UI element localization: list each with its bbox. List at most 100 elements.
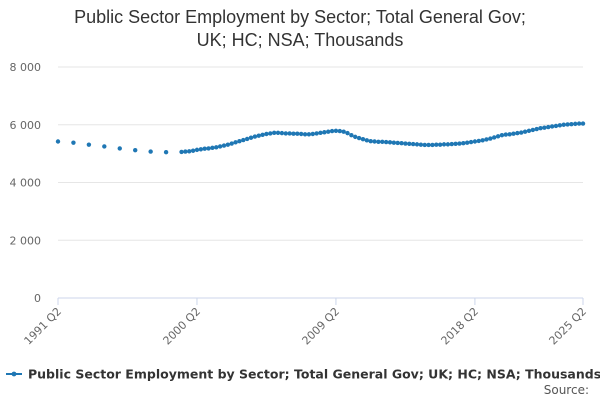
data-point[interactable] xyxy=(337,128,342,134)
data-point[interactable] xyxy=(322,130,327,135)
data-point[interactable] xyxy=(198,147,204,152)
data-point[interactable] xyxy=(210,145,215,151)
data-point[interactable] xyxy=(206,146,211,151)
data-point[interactable] xyxy=(434,142,439,147)
data-point[interactable] xyxy=(183,149,188,154)
data-point[interactable] xyxy=(553,123,559,129)
data-point[interactable] xyxy=(495,134,501,139)
data-point[interactable] xyxy=(418,142,424,147)
data-point[interactable] xyxy=(102,144,107,149)
data-point[interactable] xyxy=(287,131,292,136)
data-point[interactable] xyxy=(345,130,350,136)
data-point[interactable] xyxy=(445,142,451,147)
data-point[interactable] xyxy=(306,132,312,137)
data-point[interactable] xyxy=(271,130,277,136)
data-point[interactable] xyxy=(233,140,238,145)
data-point[interactable] xyxy=(480,138,485,143)
data-point[interactable] xyxy=(264,131,269,137)
data-point[interactable] xyxy=(426,142,431,148)
data-point[interactable] xyxy=(194,147,200,153)
data-point[interactable] xyxy=(179,149,184,155)
data-point[interactable] xyxy=(260,132,265,138)
data-point[interactable] xyxy=(576,121,582,126)
data-point[interactable] xyxy=(241,137,246,143)
data-point[interactable] xyxy=(221,143,227,148)
data-point[interactable] xyxy=(349,132,354,138)
data-point[interactable] xyxy=(546,124,551,130)
data-point[interactable] xyxy=(542,125,547,130)
data-point[interactable] xyxy=(414,142,420,147)
data-point[interactable] xyxy=(237,139,242,144)
data-point[interactable] xyxy=(503,132,508,137)
data-point[interactable] xyxy=(148,149,153,154)
data-point[interactable] xyxy=(472,139,478,144)
data-point[interactable] xyxy=(430,142,435,148)
data-point[interactable] xyxy=(364,138,370,143)
data-point[interactable] xyxy=(569,121,574,127)
data-point[interactable] xyxy=(488,136,493,141)
data-point[interactable] xyxy=(507,132,512,137)
data-point[interactable] xyxy=(275,130,281,136)
data-point[interactable] xyxy=(310,131,315,137)
data-point[interactable] xyxy=(217,144,223,149)
data-point[interactable] xyxy=(314,131,319,136)
data-point[interactable] xyxy=(573,121,578,127)
data-point[interactable] xyxy=(244,136,250,142)
data-point[interactable] xyxy=(534,126,539,132)
data-point[interactable] xyxy=(268,131,273,136)
data-point[interactable] xyxy=(484,137,489,142)
data-point[interactable] xyxy=(326,129,331,134)
data-point[interactable] xyxy=(453,141,458,147)
data-point[interactable] xyxy=(526,128,532,134)
data-point[interactable] xyxy=(333,128,339,134)
data-point[interactable] xyxy=(499,132,505,138)
data-point[interactable] xyxy=(580,121,586,126)
data-point[interactable] xyxy=(353,134,358,140)
data-point[interactable] xyxy=(302,132,308,137)
data-point[interactable] xyxy=(422,142,427,148)
data-point[interactable] xyxy=(468,139,474,145)
data-point[interactable] xyxy=(410,141,416,147)
data-point[interactable] xyxy=(190,148,196,153)
data-point[interactable] xyxy=(383,139,389,145)
data-point[interactable] xyxy=(55,139,61,144)
data-point[interactable] xyxy=(360,136,366,142)
data-point[interactable] xyxy=(376,139,381,144)
legend[interactable]: Public Sector Employment by Sector; Tota… xyxy=(6,367,600,382)
data-point[interactable] xyxy=(291,131,296,136)
data-point[interactable] xyxy=(299,131,304,137)
data-point[interactable] xyxy=(515,130,520,136)
data-point[interactable] xyxy=(441,142,447,147)
data-point[interactable] xyxy=(399,141,404,146)
data-point[interactable] xyxy=(464,140,470,145)
data-point[interactable] xyxy=(225,142,231,147)
data-point[interactable] xyxy=(519,130,524,135)
data-point[interactable] xyxy=(117,146,122,151)
data-point[interactable] xyxy=(457,141,462,146)
data-point[interactable] xyxy=(407,141,412,147)
data-point[interactable] xyxy=(283,131,288,136)
data-point[interactable] xyxy=(229,141,234,146)
data-point[interactable] xyxy=(565,122,570,127)
data-point[interactable] xyxy=(511,131,516,136)
data-point[interactable] xyxy=(163,149,169,155)
data-point[interactable] xyxy=(476,138,481,144)
data-point[interactable] xyxy=(214,145,219,150)
data-point[interactable] xyxy=(256,133,261,138)
data-point[interactable] xyxy=(437,142,443,147)
data-point[interactable] xyxy=(387,140,393,145)
data-point[interactable] xyxy=(538,126,543,131)
data-point[interactable] xyxy=(295,131,300,136)
data-point[interactable] xyxy=(391,140,397,145)
data-point[interactable] xyxy=(329,128,335,134)
data-point[interactable] xyxy=(133,147,138,153)
data-point[interactable] xyxy=(372,139,377,144)
data-point[interactable] xyxy=(71,140,76,145)
data-series[interactable] xyxy=(55,121,586,155)
data-point[interactable] xyxy=(461,141,466,146)
data-point[interactable] xyxy=(492,135,497,140)
data-point[interactable] xyxy=(530,127,536,133)
data-point[interactable] xyxy=(248,135,254,140)
data-point[interactable] xyxy=(202,146,207,151)
data-point[interactable] xyxy=(380,139,385,144)
